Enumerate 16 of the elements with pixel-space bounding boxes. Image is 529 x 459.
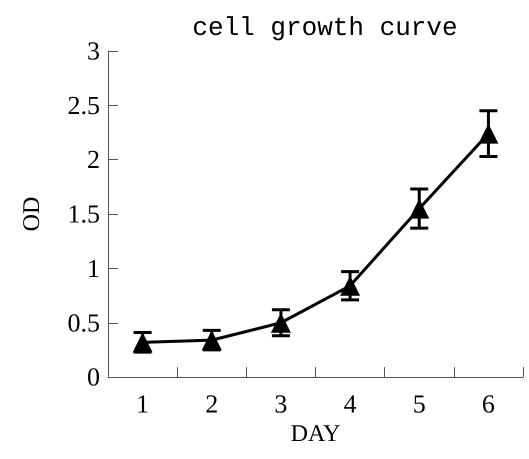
x-tick-label: 5 [412, 390, 426, 419]
x-tick-label: 4 [344, 390, 357, 419]
y-tick-label: 1 [87, 254, 100, 283]
y-tick-label: 0 [87, 362, 100, 392]
x-tick-label: 6 [482, 390, 495, 419]
y-axis-title: OD [19, 196, 45, 232]
y-tick-label: 2 [87, 145, 100, 174]
y-tick-label: 0.5 [68, 308, 100, 338]
x-tick-label: 1 [136, 390, 150, 419]
y-tick-label: 2.5 [68, 90, 100, 120]
x-tick-label: 2 [205, 390, 218, 419]
y-tick-label: 3 [87, 36, 100, 66]
y-tick-label: 1.5 [68, 200, 100, 229]
chart-title: cell growth curve [192, 13, 458, 43]
x-tick-label: 3 [274, 390, 288, 419]
x-axis-title: DAY [290, 421, 340, 447]
